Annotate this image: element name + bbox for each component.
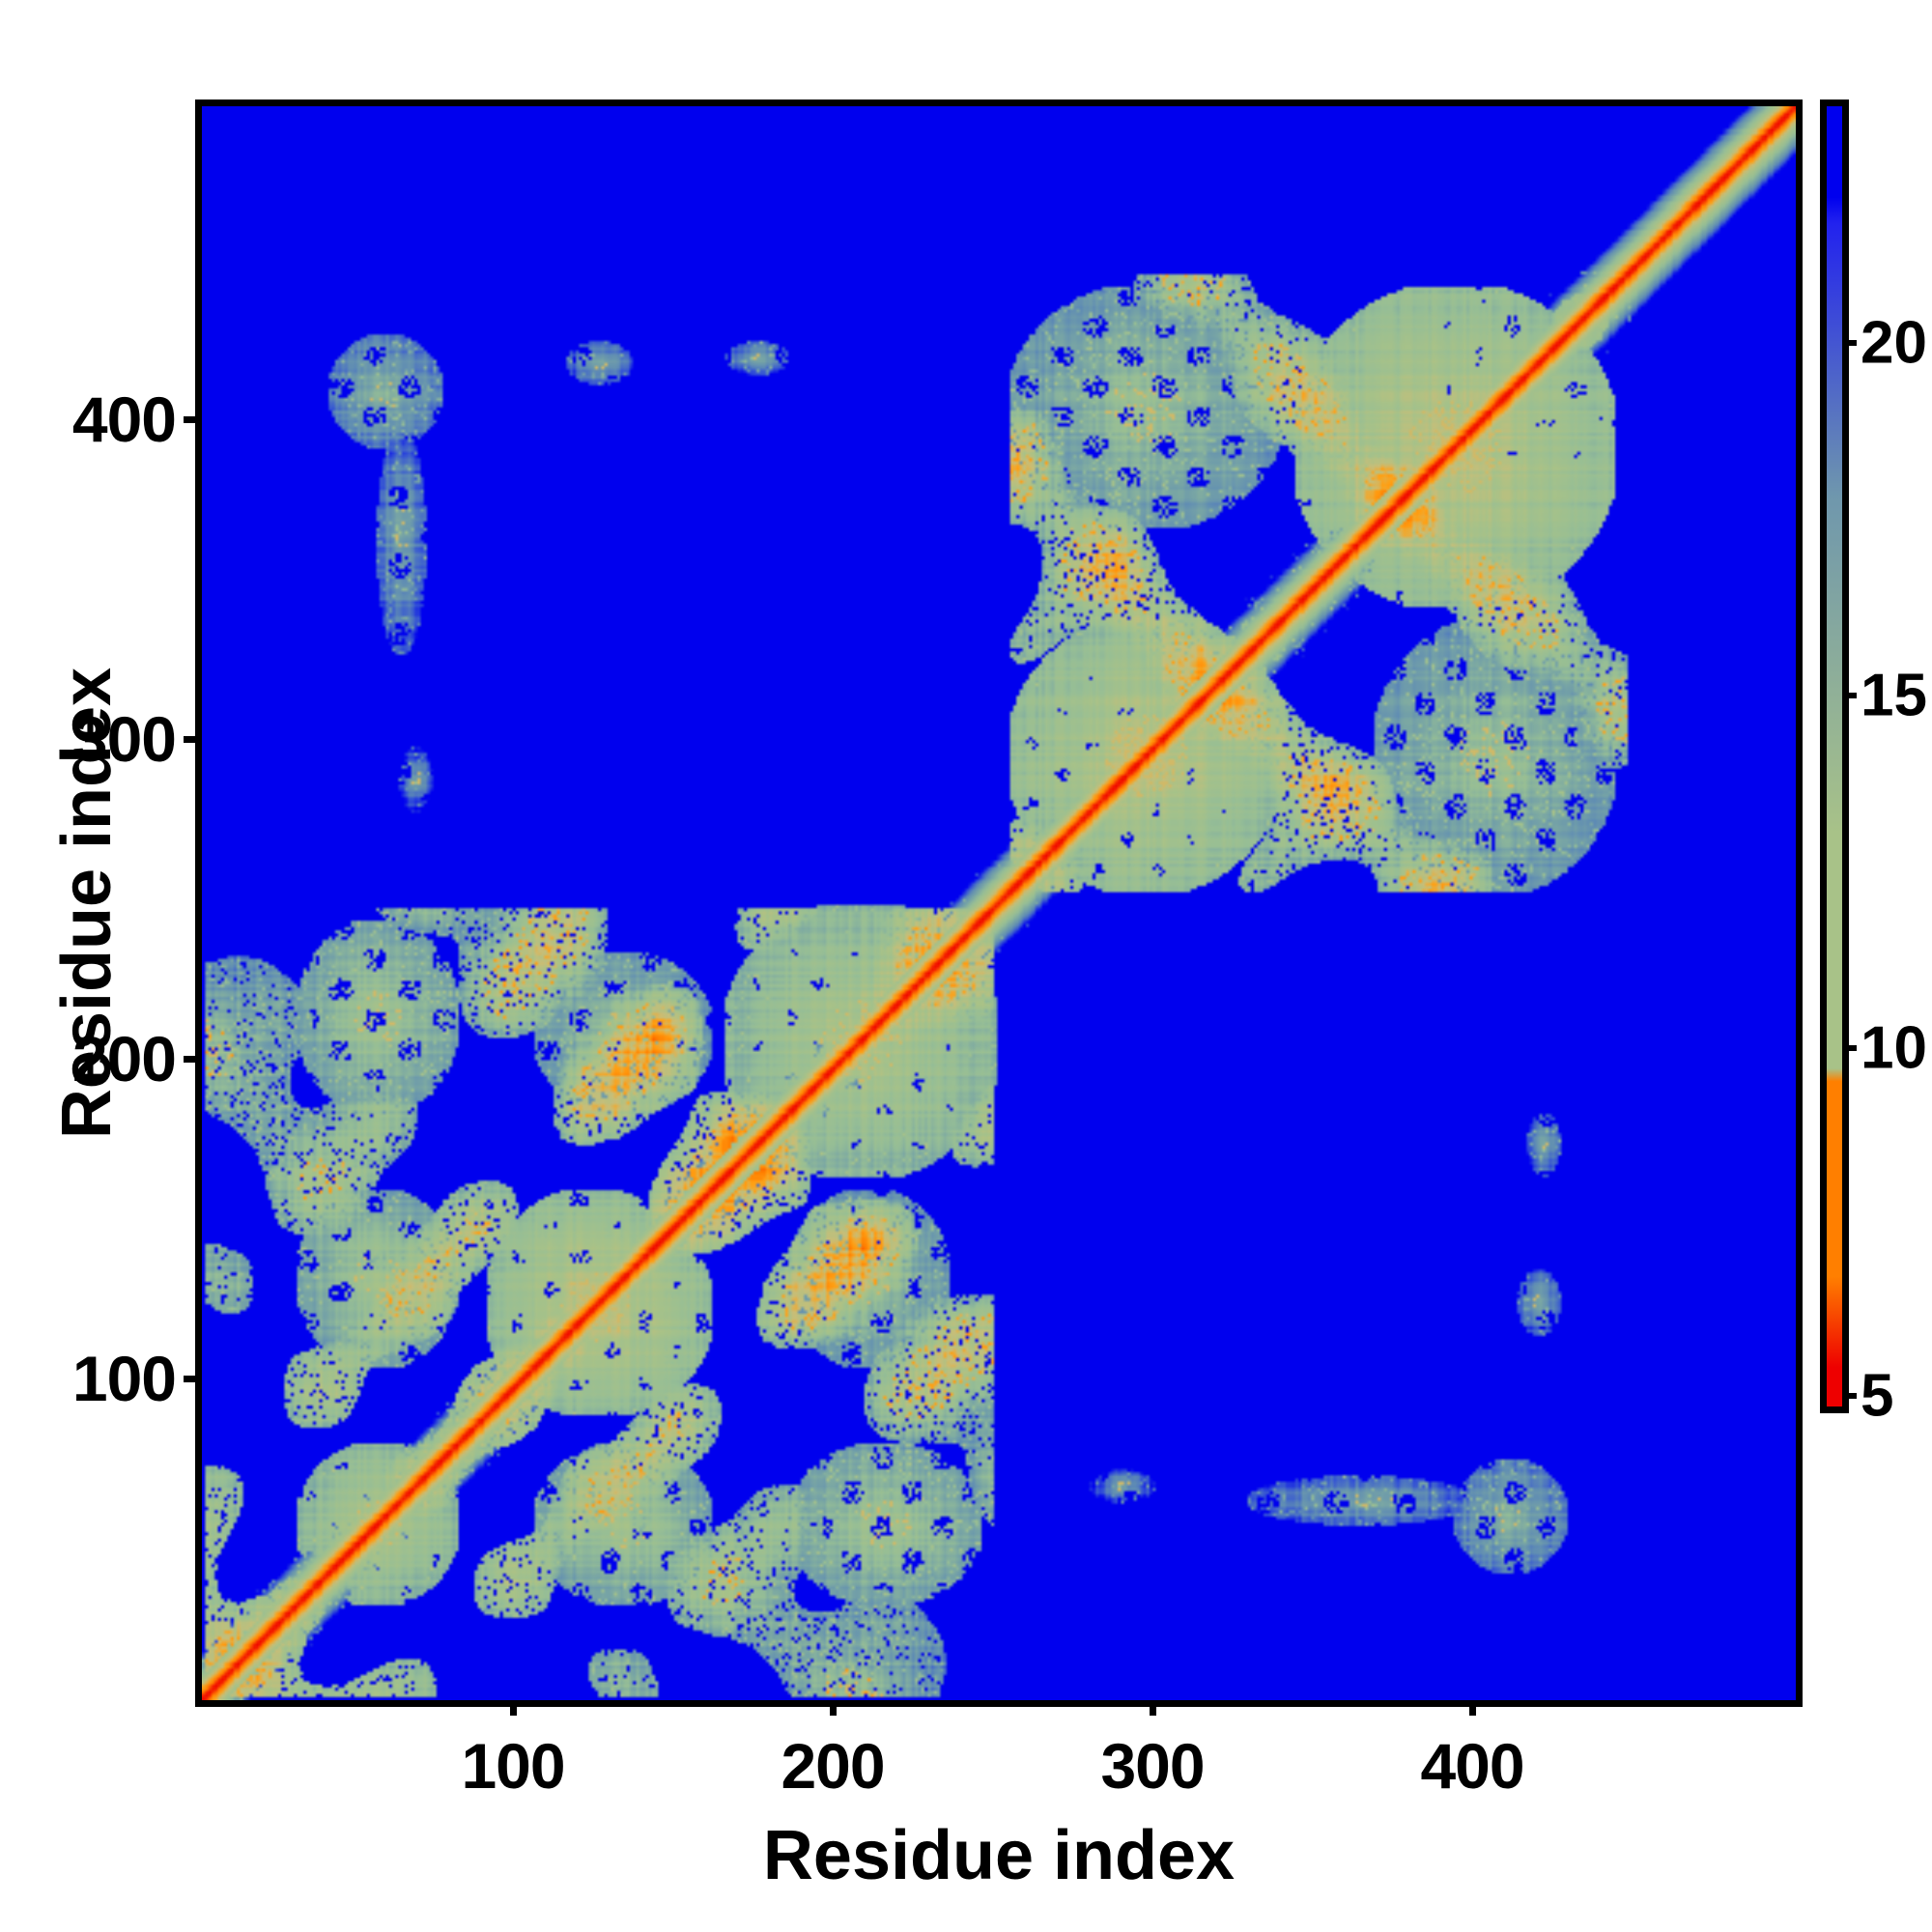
y-tick-300 (184, 736, 199, 743)
colorbar-tick-10 (1843, 1045, 1857, 1051)
y-tick-label-400: 400 (71, 384, 177, 455)
colorbar-tick-label-5: 5 (1861, 1362, 1894, 1430)
colorbar-tick-15 (1843, 693, 1857, 698)
x-tick-200 (830, 1700, 837, 1716)
colorbar-tick-label-20: 20 (1861, 309, 1927, 377)
x-tick-label-300: 300 (1100, 1730, 1205, 1802)
y-axis-label: Residue index (48, 667, 126, 1140)
y-tick-400 (184, 416, 199, 423)
y-tick-label-300: 300 (71, 703, 177, 775)
y-tick-100 (184, 1376, 199, 1382)
x-tick-100 (510, 1700, 517, 1716)
x-tick-label-100: 100 (461, 1730, 565, 1802)
y-tick-label-100: 100 (71, 1343, 177, 1414)
y-tick-200 (184, 1056, 199, 1063)
heatmap-plot-area (195, 99, 1803, 1707)
x-axis-label: Residue index (762, 1817, 1236, 1894)
colorbar-tick-label-10: 10 (1861, 1014, 1927, 1082)
heatmap-canvas (202, 106, 1796, 1700)
x-tick-label-200: 200 (781, 1730, 885, 1802)
colorbar-tick-5 (1843, 1393, 1857, 1399)
colorbar (1820, 99, 1849, 1413)
colorbar-tick-label-15: 15 (1861, 662, 1927, 729)
y-tick-label-200: 200 (71, 1023, 177, 1094)
colorbar-group (1820, 99, 1849, 1413)
x-tick-400 (1469, 1700, 1476, 1716)
colorbar-tick-20 (1843, 340, 1857, 346)
x-tick-label-400: 400 (1420, 1730, 1524, 1802)
colorbar-gradient (1827, 106, 1842, 1406)
x-tick-300 (1150, 1700, 1156, 1716)
